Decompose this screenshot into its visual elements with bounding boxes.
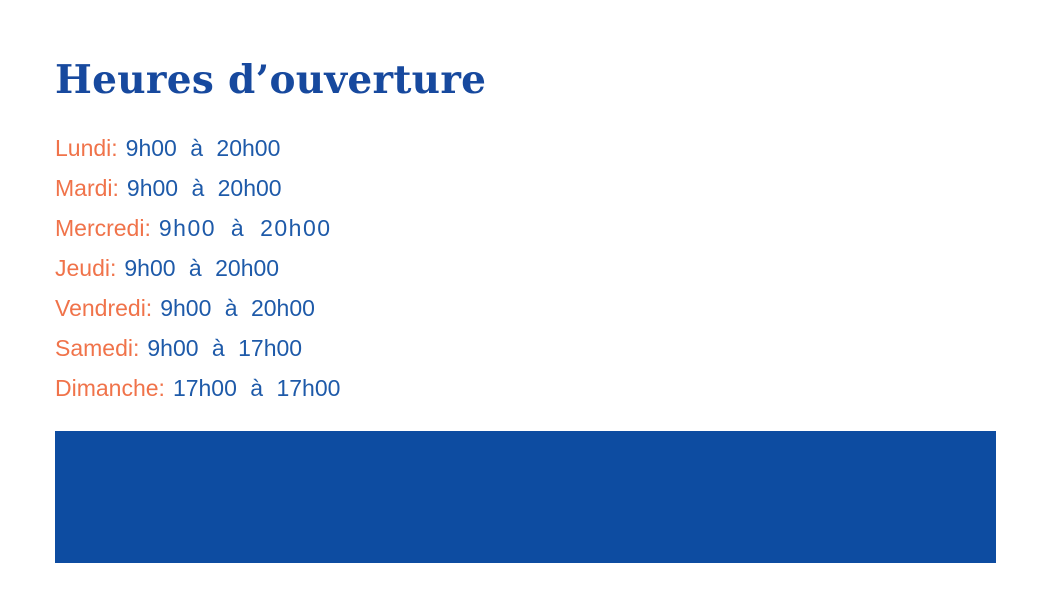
day-label: Dimanche: xyxy=(55,375,165,401)
hours-row-wednesday: Mercredi: 9h00 à 20h00 xyxy=(55,208,340,248)
hours-row-thursday: Jeudi: 9h00 à 20h00 xyxy=(55,248,340,288)
hours-row-monday: Lundi: 9h00 à 20h00 xyxy=(55,128,340,168)
time-value: 17h00 à 17h00 xyxy=(172,375,341,401)
page-title: Heures d’ouverture xyxy=(55,57,487,103)
day-label: Samedi: xyxy=(55,335,140,361)
time-value: 9h00 à 20h00 xyxy=(126,175,282,201)
time-value: 9h00 à 20h00 xyxy=(125,135,281,161)
day-label: Vendredi: xyxy=(55,295,153,321)
day-label: Mardi: xyxy=(55,175,119,201)
time-value: 9h00 à 20h00 xyxy=(124,255,280,281)
day-label: Jeudi: xyxy=(55,255,117,281)
blue-banner xyxy=(55,431,996,563)
hours-row-saturday: Samedi: 9h00 à 17h00 xyxy=(55,328,340,368)
time-value: 9h00 à 20h00 xyxy=(158,215,332,241)
time-value: 9h00 à 17h00 xyxy=(147,335,303,361)
opening-hours-list: Lundi: 9h00 à 20h00 Mardi: 9h00 à 20h00 Me… xyxy=(55,128,340,408)
hours-row-friday: Vendredi: 9h00 à 20h00 xyxy=(55,288,340,328)
day-label: Mercredi: xyxy=(55,215,151,241)
hours-row-sunday: Dimanche: 17h00 à 17h00 xyxy=(55,368,340,408)
day-label: Lundi: xyxy=(55,135,118,161)
hours-row-tuesday: Mardi: 9h00 à 20h00 xyxy=(55,168,340,208)
time-value: 9h00 à 20h00 xyxy=(160,295,315,321)
